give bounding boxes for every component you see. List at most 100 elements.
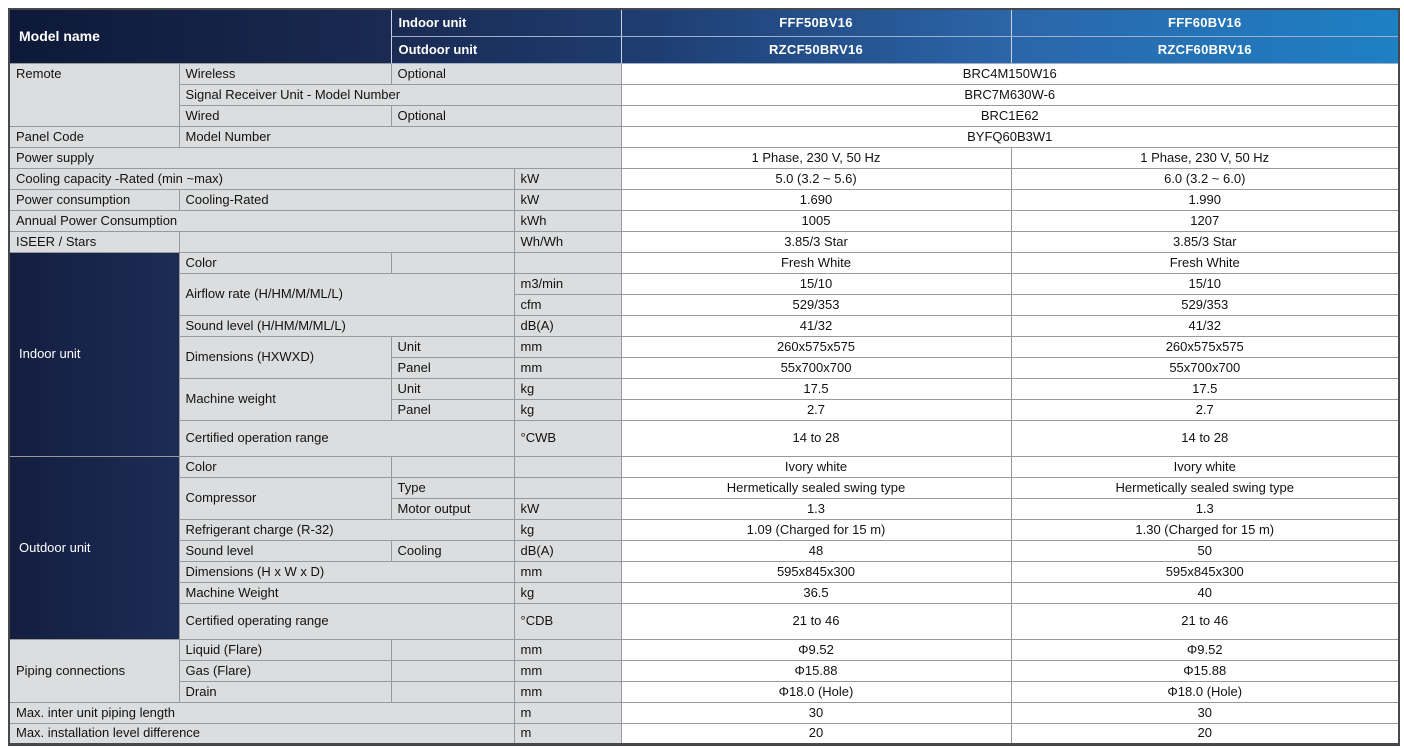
column-header-outdoor-model-2: RZCF60BRV16 bbox=[1010, 36, 1399, 64]
value-cell: Φ9.52 bbox=[620, 639, 1012, 661]
table-row: Indoor unit Color Fresh White Fresh Whit… bbox=[8, 252, 1400, 457]
value-cell: 20 bbox=[620, 723, 1012, 745]
value-cell: 21 to 46 bbox=[1010, 603, 1400, 640]
unit-cell: kg bbox=[513, 582, 622, 604]
row-label-cell: Max. installation level difference bbox=[8, 723, 515, 745]
table-row: Power supply 1 Phase, 230 V, 50 Hz 1 Pha… bbox=[8, 147, 1400, 169]
unit-cell bbox=[513, 252, 622, 274]
unit-cell: kg bbox=[513, 519, 622, 541]
table-row: Sound level (H/HM/M/ML/L) dB(A) 41/32 41… bbox=[9, 315, 1400, 337]
unit-cell: °CDB bbox=[513, 603, 622, 640]
table-row: Max. installation level difference m 20 … bbox=[8, 723, 1400, 745]
table-row: Machine Weight kg 36.5 40 bbox=[9, 582, 1400, 604]
value-cell: 17.5 bbox=[1010, 378, 1400, 400]
value-cell: 1.3 bbox=[1010, 498, 1400, 520]
value-cell: 20 bbox=[1010, 723, 1400, 745]
row-label-cell: Dimensions (HXWXD) bbox=[178, 336, 392, 379]
section-label-indoor-unit: Indoor unit bbox=[8, 252, 180, 457]
table-row: Outdoor unit Color Ivory white Ivory whi… bbox=[8, 456, 1400, 640]
row-label-cell: Cooling bbox=[390, 540, 515, 562]
table-row: Airflow rate (H/HM/M/ML/L) m3/min 15/10 … bbox=[9, 273, 1400, 316]
section-label-outdoor-unit: Outdoor unit bbox=[8, 456, 180, 640]
row-label-cell bbox=[390, 681, 515, 703]
unit-cell: mm bbox=[513, 681, 622, 703]
unit-cell: °CWB bbox=[513, 420, 622, 457]
value-cell: 17.5 bbox=[620, 378, 1012, 400]
row-label-cell: Certified operation range bbox=[178, 420, 515, 457]
indoor-unit-header: Indoor unit bbox=[390, 9, 621, 37]
unit-cell: kW bbox=[513, 189, 622, 211]
unit-cell bbox=[513, 477, 622, 499]
value-cell: 40 bbox=[1010, 582, 1400, 604]
row-label-cell: Motor output bbox=[390, 498, 515, 520]
value-cell: 1.30 (Charged for 15 m) bbox=[1010, 519, 1400, 541]
column-header-indoor-model-1: FFF50BV16 bbox=[620, 9, 1011, 37]
value-cell: 15/10 bbox=[1010, 273, 1400, 295]
value-cell: 55x700x700 bbox=[1010, 357, 1400, 379]
value-cell: 595x845x300 bbox=[620, 561, 1012, 583]
value-cell: 1 Phase, 230 V, 50 Hz bbox=[1010, 147, 1400, 169]
table-row: Panel kg 2.7 2.7 bbox=[9, 399, 1400, 421]
row-label-cell: Wireless bbox=[178, 63, 392, 85]
row-label-cell: Machine Weight bbox=[178, 582, 515, 604]
value-cell: Φ15.88 bbox=[620, 660, 1012, 682]
table-row: Annual Power Consumption kWh 1005 1207 bbox=[8, 210, 1400, 232]
unit-cell: dB(A) bbox=[513, 540, 622, 562]
unit-cell: kWh bbox=[513, 210, 622, 232]
row-label-cell: Annual Power Consumption bbox=[8, 210, 515, 232]
row-label-cell: Certified operating range bbox=[178, 603, 515, 640]
row-label-cell: Gas (Flare) bbox=[178, 660, 392, 682]
value-cell: 21 to 46 bbox=[620, 603, 1012, 640]
table-row: Remote Wireless Optional BRC4M150W16 bbox=[8, 63, 1400, 127]
table-row: Dimensions (H x W x D) mm 595x845x300 59… bbox=[9, 561, 1400, 583]
value-cell: BYFQ60B3W1 bbox=[620, 126, 1400, 148]
unit-cell: mm bbox=[513, 561, 622, 583]
row-label-cell: Type bbox=[390, 477, 515, 499]
value-cell: 6.0 (3.2 ~ 6.0) bbox=[1010, 168, 1400, 190]
value-cell: 2.7 bbox=[1010, 399, 1400, 421]
value-cell: Φ15.88 bbox=[1010, 660, 1400, 682]
table-row: Gas (Flare) mm Φ15.88 Φ15.88 bbox=[9, 660, 1400, 682]
value-cell: 1.690 bbox=[620, 189, 1012, 211]
row-label-cell: Cooling-Rated bbox=[178, 189, 515, 211]
row-label-cell: Wired bbox=[178, 105, 392, 127]
row-label-cell: Remote bbox=[8, 63, 180, 127]
value-cell: 1 Phase, 230 V, 50 Hz bbox=[620, 147, 1012, 169]
value-cell: Φ18.0 (Hole) bbox=[620, 681, 1012, 703]
value-cell: 14 to 28 bbox=[1010, 420, 1400, 457]
value-cell: 15/10 bbox=[620, 273, 1012, 295]
header-row-indoor: Model name Indoor unit FFF50BV16 FFF60BV… bbox=[9, 9, 1399, 44]
unit-cell: kW bbox=[513, 168, 622, 190]
value-cell: 595x845x300 bbox=[1010, 561, 1400, 583]
column-header-outdoor-model-1: RZCF50BRV16 bbox=[620, 36, 1011, 64]
unit-cell: mm bbox=[513, 357, 622, 379]
value-cell: 55x700x700 bbox=[620, 357, 1012, 379]
table-row: Power consumption Cooling-Rated kW 1.690… bbox=[8, 189, 1400, 211]
row-label-cell: Color bbox=[178, 252, 392, 274]
value-cell: 1207 bbox=[1010, 210, 1400, 232]
value-cell: 41/32 bbox=[620, 315, 1012, 337]
value-cell: Hermetically sealed swing type bbox=[620, 477, 1012, 499]
table-row: Panel Code Model Number BYFQ60B3W1 bbox=[8, 126, 1400, 148]
row-label-cell: Compressor bbox=[178, 477, 392, 520]
column-header-indoor-model-2: FFF60BV16 bbox=[1010, 9, 1399, 37]
value-cell: 3.85/3 Star bbox=[1010, 231, 1400, 253]
row-label-cell: Optional bbox=[390, 63, 622, 85]
value-cell: 41/32 bbox=[1010, 315, 1400, 337]
value-cell: 30 bbox=[620, 702, 1012, 724]
value-cell: 1.990 bbox=[1010, 189, 1400, 211]
row-label-cell: Panel bbox=[390, 357, 515, 379]
unit-cell: mm bbox=[513, 639, 622, 661]
row-label-cell: Max. inter unit piping length bbox=[8, 702, 515, 724]
value-cell: 529/353 bbox=[1010, 294, 1400, 316]
value-cell: 36.5 bbox=[620, 582, 1012, 604]
value-cell: BRC7M630W-6 bbox=[620, 84, 1400, 106]
unit-cell: m bbox=[513, 702, 622, 724]
row-label-cell: Sound level (H/HM/M/ML/L) bbox=[178, 315, 515, 337]
value-cell: 5.0 (3.2 ~ 5.6) bbox=[620, 168, 1012, 190]
unit-cell: mm bbox=[513, 660, 622, 682]
value-cell: Φ18.0 (Hole) bbox=[1010, 681, 1400, 703]
unit-cell: m3/min bbox=[513, 273, 622, 295]
table-row: Machine weight Unit kg 17.5 17.5 bbox=[9, 378, 1400, 421]
